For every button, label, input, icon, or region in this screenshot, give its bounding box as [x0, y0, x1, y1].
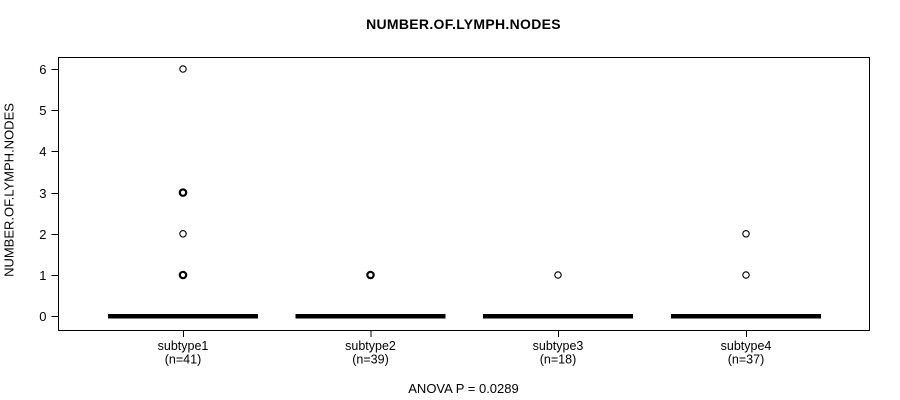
y-tick-label: 5: [39, 103, 46, 118]
group-label: subtype4: [721, 339, 772, 353]
group-label: subtype3: [533, 339, 584, 353]
outlier-point: [179, 230, 187, 238]
outlier-point: [178, 188, 188, 197]
group-sublabel: (n=39): [352, 353, 388, 367]
outlier-point: [366, 270, 375, 280]
y-tick-label: 1: [39, 268, 46, 283]
y-tick-label: 2: [39, 227, 46, 242]
outlier-point: [178, 270, 188, 280]
outlier-point: [554, 271, 562, 279]
outlier-point: [179, 65, 187, 73]
y-tick-label: 3: [39, 186, 46, 201]
y-tick-label: 6: [39, 62, 46, 77]
group-label: subtype1: [158, 339, 209, 353]
y-tick-label: 4: [39, 144, 46, 159]
outlier-point: [742, 271, 750, 279]
chart-title: NUMBER.OF.LYMPH.NODES: [366, 16, 561, 32]
outlier-point: [742, 230, 750, 238]
group-sublabel: (n=37): [728, 353, 764, 367]
y-tick-label: 0: [39, 309, 46, 324]
group-label: subtype2: [345, 339, 396, 353]
group-sublabel: (n=41): [165, 353, 201, 367]
anova-p-label: ANOVA P = 0.0289: [408, 381, 519, 396]
group-sublabel: (n=18): [540, 353, 576, 367]
